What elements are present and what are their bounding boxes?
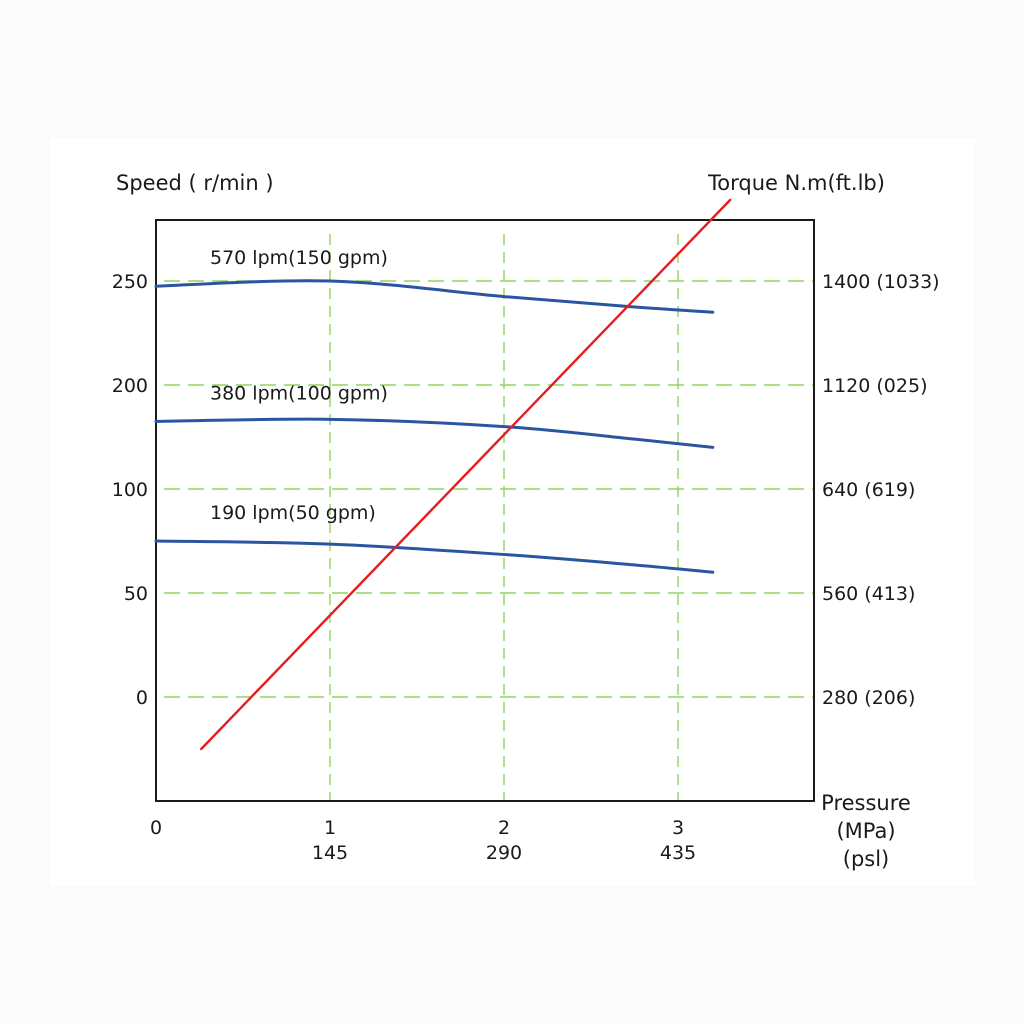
- right-tick-label: 1400 (1033): [822, 271, 940, 293]
- x-tick-label-mpa: 2: [498, 817, 510, 839]
- x-axis-title: Pressure (MPa) (psl): [821, 791, 911, 871]
- torque-line: [200, 198, 732, 751]
- x-tick-label-mpa: 3: [672, 817, 684, 839]
- chart-card: Speed ( r/min ) Torque N.m(ft.lb) 0 50 100…: [50, 138, 975, 886]
- plot-frame: [155, 219, 815, 802]
- curve-label: 380 lpm(100 gpm): [210, 382, 388, 404]
- speed-curve: [154, 539, 715, 574]
- x-tick-label-psi: 145: [312, 842, 348, 864]
- left-tick-label: 200: [112, 375, 148, 397]
- curve-labels: 570 lpm(150 gpm) 380 lpm(100 gpm) 190 lpm(…: [210, 247, 388, 524]
- left-tick-label: 250: [112, 271, 148, 293]
- right-axis-title: Torque N.m(ft.lb): [707, 171, 885, 195]
- series-layer: [154, 198, 732, 751]
- speed-curve: [154, 417, 715, 449]
- right-tick-label: 280 (206): [822, 687, 915, 709]
- x-axis-title-line: (psl): [843, 847, 890, 871]
- curve-label: 570 lpm(150 gpm): [210, 247, 388, 269]
- right-tick-label: 560 (413): [822, 583, 915, 605]
- x-tick-label-psi: 435: [660, 842, 696, 864]
- x-tick-label-mpa: 1: [324, 817, 336, 839]
- speed-curve: [154, 279, 715, 314]
- left-tick-label: 0: [136, 687, 148, 709]
- x-tick-labels: 0 1 145 2 290 3 435: [150, 817, 696, 864]
- left-tick-label: 50: [124, 583, 148, 605]
- x-tick-label-mpa: 0: [150, 817, 162, 839]
- x-axis-title-line: (MPa): [836, 819, 895, 843]
- pressure-chart: Speed ( r/min ) Torque N.m(ft.lb) 050100…: [112, 171, 940, 871]
- right-tick-label: 1120 (025): [822, 375, 927, 397]
- right-tick-labels: 280 (206) 560 (413) 640 (619) 1120 (025) 140…: [822, 271, 940, 709]
- x-tick-label-psi: 290: [486, 842, 522, 864]
- right-tick-label: 640 (619): [822, 479, 915, 501]
- left-tick-label: 100: [112, 479, 148, 501]
- left-axis-title: Speed ( r/min ): [116, 171, 274, 195]
- curve-label: 190 lpm(50 gpm): [210, 502, 376, 524]
- left-tick-labels: 0 50 100 200 250: [112, 271, 148, 709]
- x-axis-title-line: Pressure: [821, 791, 911, 815]
